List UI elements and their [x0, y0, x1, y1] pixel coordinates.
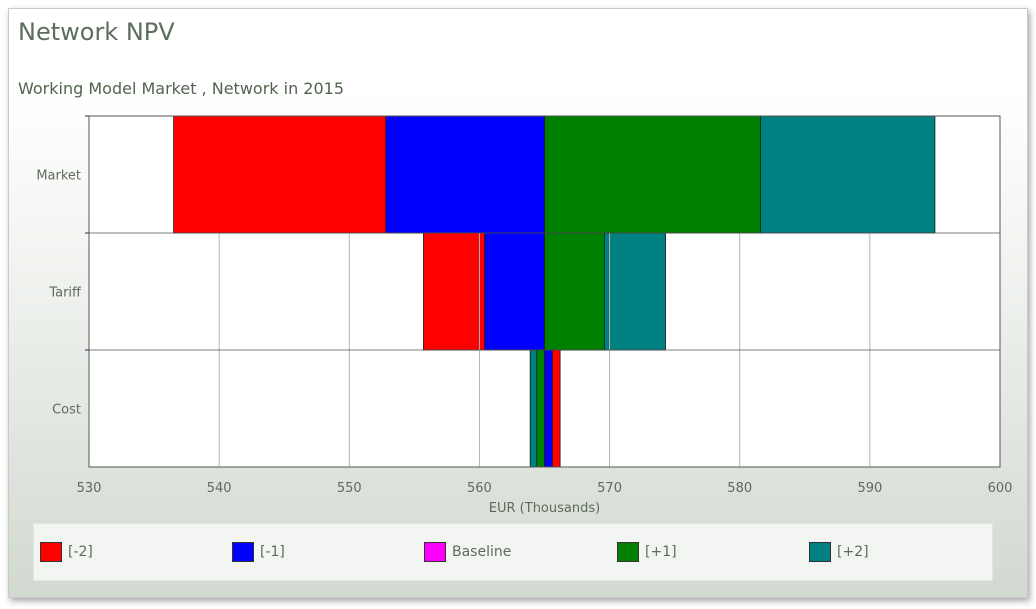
x-axis-label: EUR (Thousands): [489, 501, 600, 516]
legend-label: Baseline: [452, 544, 512, 560]
x-tick-label: 530: [77, 481, 102, 496]
legend-item[interactable]: [+1]: [617, 540, 677, 564]
category-label: Tariff: [48, 286, 82, 301]
category-label: Market: [36, 169, 81, 184]
x-tick-label: 570: [597, 481, 622, 496]
x-tick-label: 550: [337, 481, 362, 496]
bar-market-minus1: [385, 115, 545, 234]
page-title: Network NPV: [18, 18, 175, 46]
plot-border: [88, 115, 1001, 468]
legend-label: [-2]: [68, 544, 93, 560]
legend-item[interactable]: [-2]: [40, 540, 93, 564]
legend-swatch: [617, 542, 639, 562]
x-tick-label: 590: [857, 481, 882, 496]
legend-item[interactable]: [-1]: [232, 540, 285, 564]
bar-cost-minus1: [544, 349, 553, 468]
chart-subtitle: Working Model Market , Network in 2015: [18, 79, 345, 98]
legend: [-2] [-1] Baseline [+1] [+2]: [33, 523, 993, 581]
bar-tariff-plus1: [544, 232, 605, 351]
bar-cost-plus1: [536, 349, 545, 468]
x-tick-label: 600: [988, 481, 1013, 496]
category-label: Cost: [52, 403, 81, 418]
legend-label: [+1]: [645, 544, 677, 560]
x-tick-label: 560: [467, 481, 492, 496]
x-tick-label: 580: [727, 481, 752, 496]
bar-tariff-minus1: [484, 232, 545, 351]
x-tick-label: 540: [207, 481, 232, 496]
legend-item[interactable]: Baseline: [424, 540, 511, 564]
legend-label: [+2]: [837, 544, 869, 560]
legend-item[interactable]: [+2]: [809, 540, 869, 564]
bar-market-plus1: [544, 115, 761, 234]
legend-swatch: [40, 542, 62, 562]
legend-swatch: [232, 542, 254, 562]
legend-swatch: [424, 542, 446, 562]
legend-swatch: [809, 542, 831, 562]
legend-label: [-1]: [260, 544, 285, 560]
